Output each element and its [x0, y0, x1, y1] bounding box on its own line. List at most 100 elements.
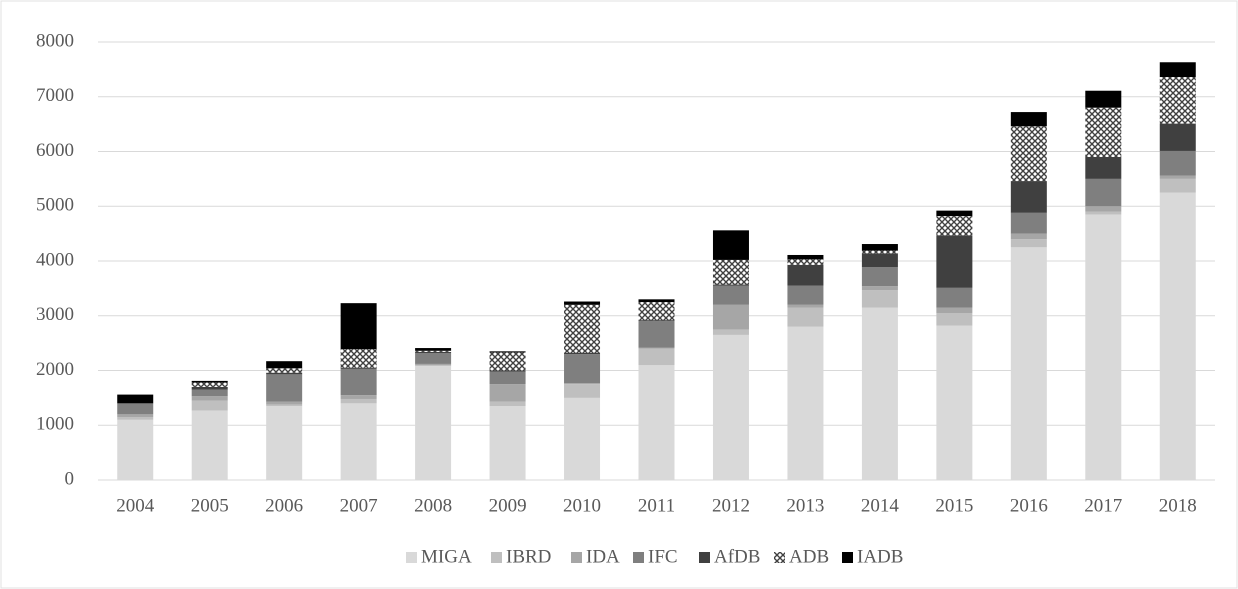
bar-segment: [861, 307, 898, 480]
bar-segment: [787, 264, 824, 286]
bar-segment: [266, 374, 303, 402]
x-tick-label: 2005: [191, 495, 229, 516]
bar-segment: [787, 259, 824, 265]
legend-label: MIGA: [421, 546, 472, 567]
bar-segment: [787, 304, 824, 308]
bar-segment: [936, 313, 973, 326]
bar-segment: [1010, 126, 1047, 182]
x-tick-label: 2009: [489, 495, 527, 516]
bar-segment: [117, 403, 154, 415]
bar-segment: [861, 286, 898, 291]
x-tick-label: 2016: [1010, 495, 1048, 516]
bar-segment: [191, 410, 228, 480]
bar-segment: [1010, 181, 1047, 213]
bar-segment: [861, 250, 898, 254]
bar-segment: [564, 352, 601, 355]
bar-segment: [1085, 156, 1122, 179]
bar-segment: [489, 371, 526, 385]
bar-segment: [638, 365, 675, 480]
y-tick-label: 7000: [36, 85, 74, 106]
legend-swatch: [699, 552, 710, 563]
y-tick-label: 8000: [36, 30, 74, 51]
bar-segment: [936, 307, 973, 314]
bar-segment: [340, 367, 377, 369]
legend-label: ADB: [789, 546, 829, 567]
bar-segment: [1010, 247, 1047, 480]
bar-segment: [340, 395, 377, 399]
bar-segment: [489, 351, 526, 353]
bar-segment: [489, 401, 526, 407]
bar-segment: [340, 368, 377, 396]
bar-segment: [1085, 206, 1122, 212]
bar-segment: [564, 383, 601, 385]
legend-swatch: [842, 552, 853, 563]
legend-swatch: [633, 552, 644, 563]
x-tick-label: 2010: [563, 495, 601, 516]
bar-segment: [191, 386, 228, 390]
bar-segment: [1159, 62, 1196, 78]
bar-segment: [191, 400, 228, 411]
bar-segment: [266, 406, 303, 480]
bar-segment: [266, 404, 303, 407]
bar-segment: [117, 417, 154, 420]
y-tick-label: 4000: [36, 249, 74, 270]
bar-segment: [712, 285, 749, 305]
bar-segment: [340, 398, 377, 404]
bar-segment: [489, 384, 526, 402]
bar-segment: [266, 361, 303, 369]
legend-label: IADB: [857, 546, 903, 567]
bar-segment: [712, 334, 749, 480]
bar-segment: [712, 230, 749, 260]
bar-segment: [266, 401, 303, 405]
x-tick-label: 2008: [414, 495, 452, 516]
legend-swatch: [406, 552, 417, 563]
bar-segment: [638, 321, 675, 348]
bar-segment: [787, 307, 824, 327]
bar-segment: [1010, 233, 1047, 240]
bar-segment: [638, 320, 675, 322]
x-tick-label: 2014: [861, 495, 900, 516]
legend-swatch: [571, 552, 582, 563]
bar-segment: [861, 253, 898, 268]
bar-segment: [415, 350, 452, 352]
bar-segment: [712, 329, 749, 335]
bar-segment: [415, 352, 452, 364]
bar-segment: [787, 326, 824, 480]
bar-segment: [117, 419, 154, 480]
bar-segment: [117, 414, 154, 418]
bar-segment: [861, 244, 898, 251]
bar-segment: [1159, 150, 1196, 176]
x-tick-label: 2017: [1084, 495, 1122, 516]
bar-segment: [936, 210, 973, 217]
bar-segment: [489, 352, 526, 371]
x-tick-label: 2006: [265, 495, 303, 516]
bar-segment: [1085, 90, 1122, 108]
bar-segment: [191, 380, 228, 383]
bar-segment: [340, 403, 377, 480]
bar-segment: [1085, 107, 1122, 157]
bar-segment: [712, 259, 749, 285]
bar-segment: [1085, 178, 1122, 207]
x-tick-label: 2018: [1159, 495, 1197, 516]
x-tick-label: 2012: [712, 495, 750, 516]
bar-segment: [787, 285, 824, 305]
bar-segment: [638, 347, 675, 349]
bar-segment: [1159, 175, 1196, 179]
bar-segment: [861, 290, 898, 308]
bar-segment: [340, 303, 377, 350]
legend-label: IFC: [648, 546, 678, 567]
bar-segment: [1085, 214, 1122, 480]
bar-segment: [1010, 239, 1047, 248]
y-tick-label: 0: [65, 468, 75, 489]
bar-segment: [191, 396, 228, 401]
x-tick-label: 2011: [638, 495, 675, 516]
x-tick-label: 2013: [786, 495, 824, 516]
bar-segment: [415, 363, 452, 366]
bar-segment: [266, 368, 303, 373]
bar-segment: [564, 301, 601, 305]
bar-segment: [340, 349, 377, 368]
y-tick-label: 6000: [36, 140, 74, 161]
x-tick-label: 2004: [116, 495, 155, 516]
bar-segment: [712, 304, 749, 330]
